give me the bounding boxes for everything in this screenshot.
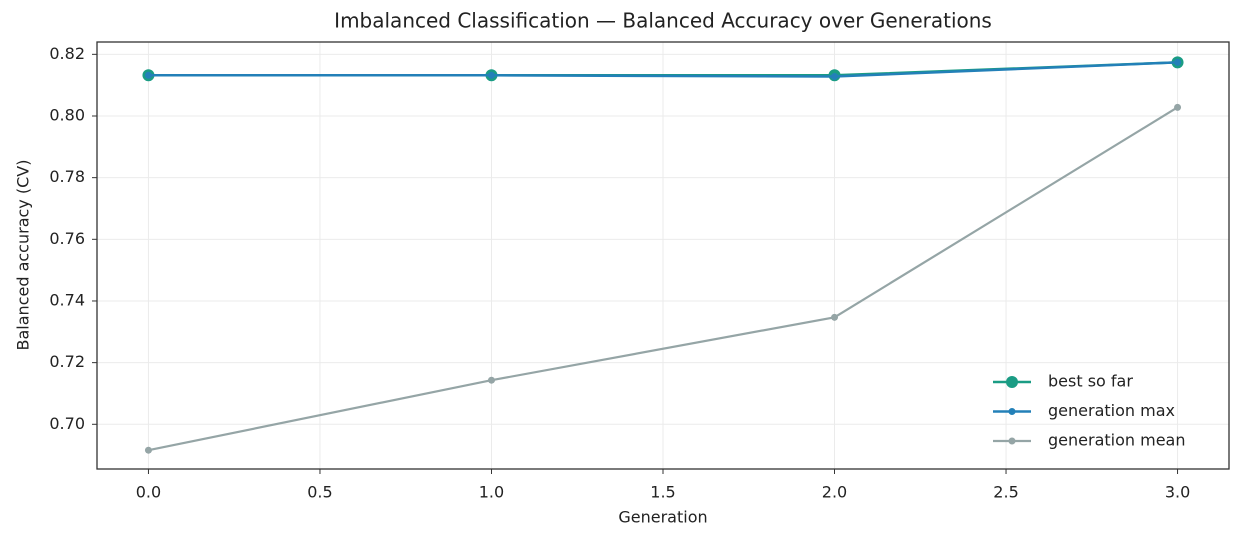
legend-marker: [1008, 437, 1016, 445]
legend-marker: [1006, 376, 1018, 388]
x-tick-label: 1.5: [650, 483, 675, 502]
point: [831, 73, 839, 81]
legend-label: generation max: [1048, 401, 1175, 420]
x-tick-label: 1.0: [479, 483, 504, 502]
y-tick-label: 0.70: [49, 414, 85, 433]
series-line: [148, 61, 1178, 78]
chart-title: Imbalanced Classification — Balanced Acc…: [334, 9, 992, 33]
point: [1174, 103, 1182, 111]
point: [1174, 58, 1182, 66]
point: [487, 376, 495, 384]
point: [144, 71, 152, 79]
x-tick-label: 2.5: [993, 483, 1018, 502]
y-tick-label: 0.74: [49, 290, 85, 309]
point: [831, 313, 839, 321]
y-tick-label: 0.82: [49, 44, 85, 63]
x-tick-label: 0.0: [136, 483, 161, 502]
x-tick-label: 2.0: [822, 483, 847, 502]
x-tick-label: 3.0: [1165, 483, 1190, 502]
y-tick-label: 0.80: [49, 105, 85, 124]
point: [144, 446, 152, 454]
legend-label: generation mean: [1048, 431, 1185, 450]
x-tick-label: 0.5: [307, 483, 332, 502]
y-tick-label: 0.78: [49, 167, 85, 186]
series-line: [148, 106, 1179, 452]
y-axis-label: Balanced accuracy (CV): [14, 160, 33, 351]
legend-label: best so far: [1048, 372, 1133, 391]
point: [487, 71, 495, 79]
y-tick-label: 0.72: [49, 352, 85, 371]
legend-marker: [1008, 408, 1016, 415]
y-tick-label: 0.76: [49, 229, 85, 248]
plot-frame: [96, 41, 1230, 470]
x-axis-label: Generation: [618, 508, 707, 527]
